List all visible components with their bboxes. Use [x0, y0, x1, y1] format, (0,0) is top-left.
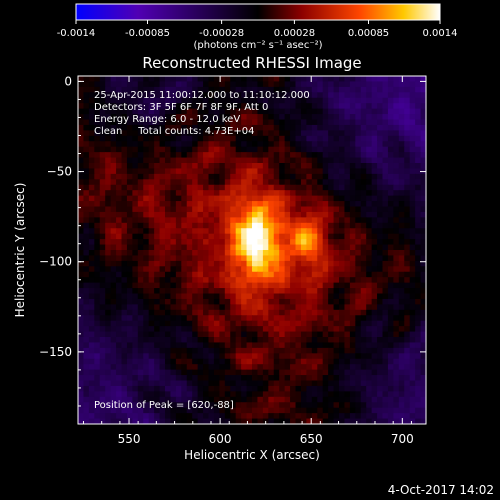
timestamp: 4-Oct-2017 14:02 — [388, 483, 494, 497]
y-axis-label: Heliocentric Y (arcsec) — [13, 183, 27, 318]
colorbar-tick-label: -0.0014 — [57, 28, 96, 39]
x-axis-label: Heliocentric X (arcsec) — [184, 448, 320, 462]
annotation-detectors: Detectors: 3F 5F 6F 7F 8F 9F, Att 0 — [94, 102, 268, 113]
y-tick-label: −150 — [39, 345, 72, 359]
colorbar-unit-label: (photons cm⁻² s⁻¹ asec⁻²) — [193, 40, 322, 51]
colorbar-tick-label: 0.00085 — [348, 28, 389, 39]
colorbar-tick-label: 0.0014 — [423, 28, 458, 39]
colorbar-tick-label: 0.00028 — [274, 28, 315, 39]
annotation-time-range: 25-Apr-2015 11:00:12.000 to 11:10:12.000 — [94, 90, 310, 101]
x-tick-label: 550 — [118, 432, 141, 446]
x-axis-ticks: 550 600 650 700 — [82, 76, 414, 446]
x-tick-label: 650 — [300, 432, 323, 446]
plot-frame — [77, 75, 427, 425]
colorbar — [75, 3, 441, 21]
colorbar-tick-label: -0.00085 — [125, 28, 170, 39]
chart-title: Reconstructed RHESSI Image — [142, 54, 361, 72]
annotation-clean-counts: Clean Total counts: 4.73E+04 — [94, 126, 254, 137]
y-tick-label: 0 — [64, 74, 72, 88]
y-tick-label: −50 — [47, 165, 72, 179]
x-tick-label: 700 — [391, 432, 414, 446]
y-axis-ticks: 0 −50 −100 −150 — [39, 74, 426, 407]
colorbar-tick-label: -0.00028 — [199, 28, 244, 39]
x-tick-label: 600 — [209, 432, 232, 446]
heatmap-image — [78, 76, 426, 424]
y-tick-label: −100 — [39, 255, 72, 269]
colorbar-ticks: -0.0014 -0.00085 -0.00028 0.00028 0.00085 0.0… — [57, 20, 458, 39]
annotation-peak-position: Position of Peak = [620,-88] — [94, 400, 234, 411]
annotation-energy-range: Energy Range: 6.0 - 12.0 keV — [94, 114, 240, 125]
